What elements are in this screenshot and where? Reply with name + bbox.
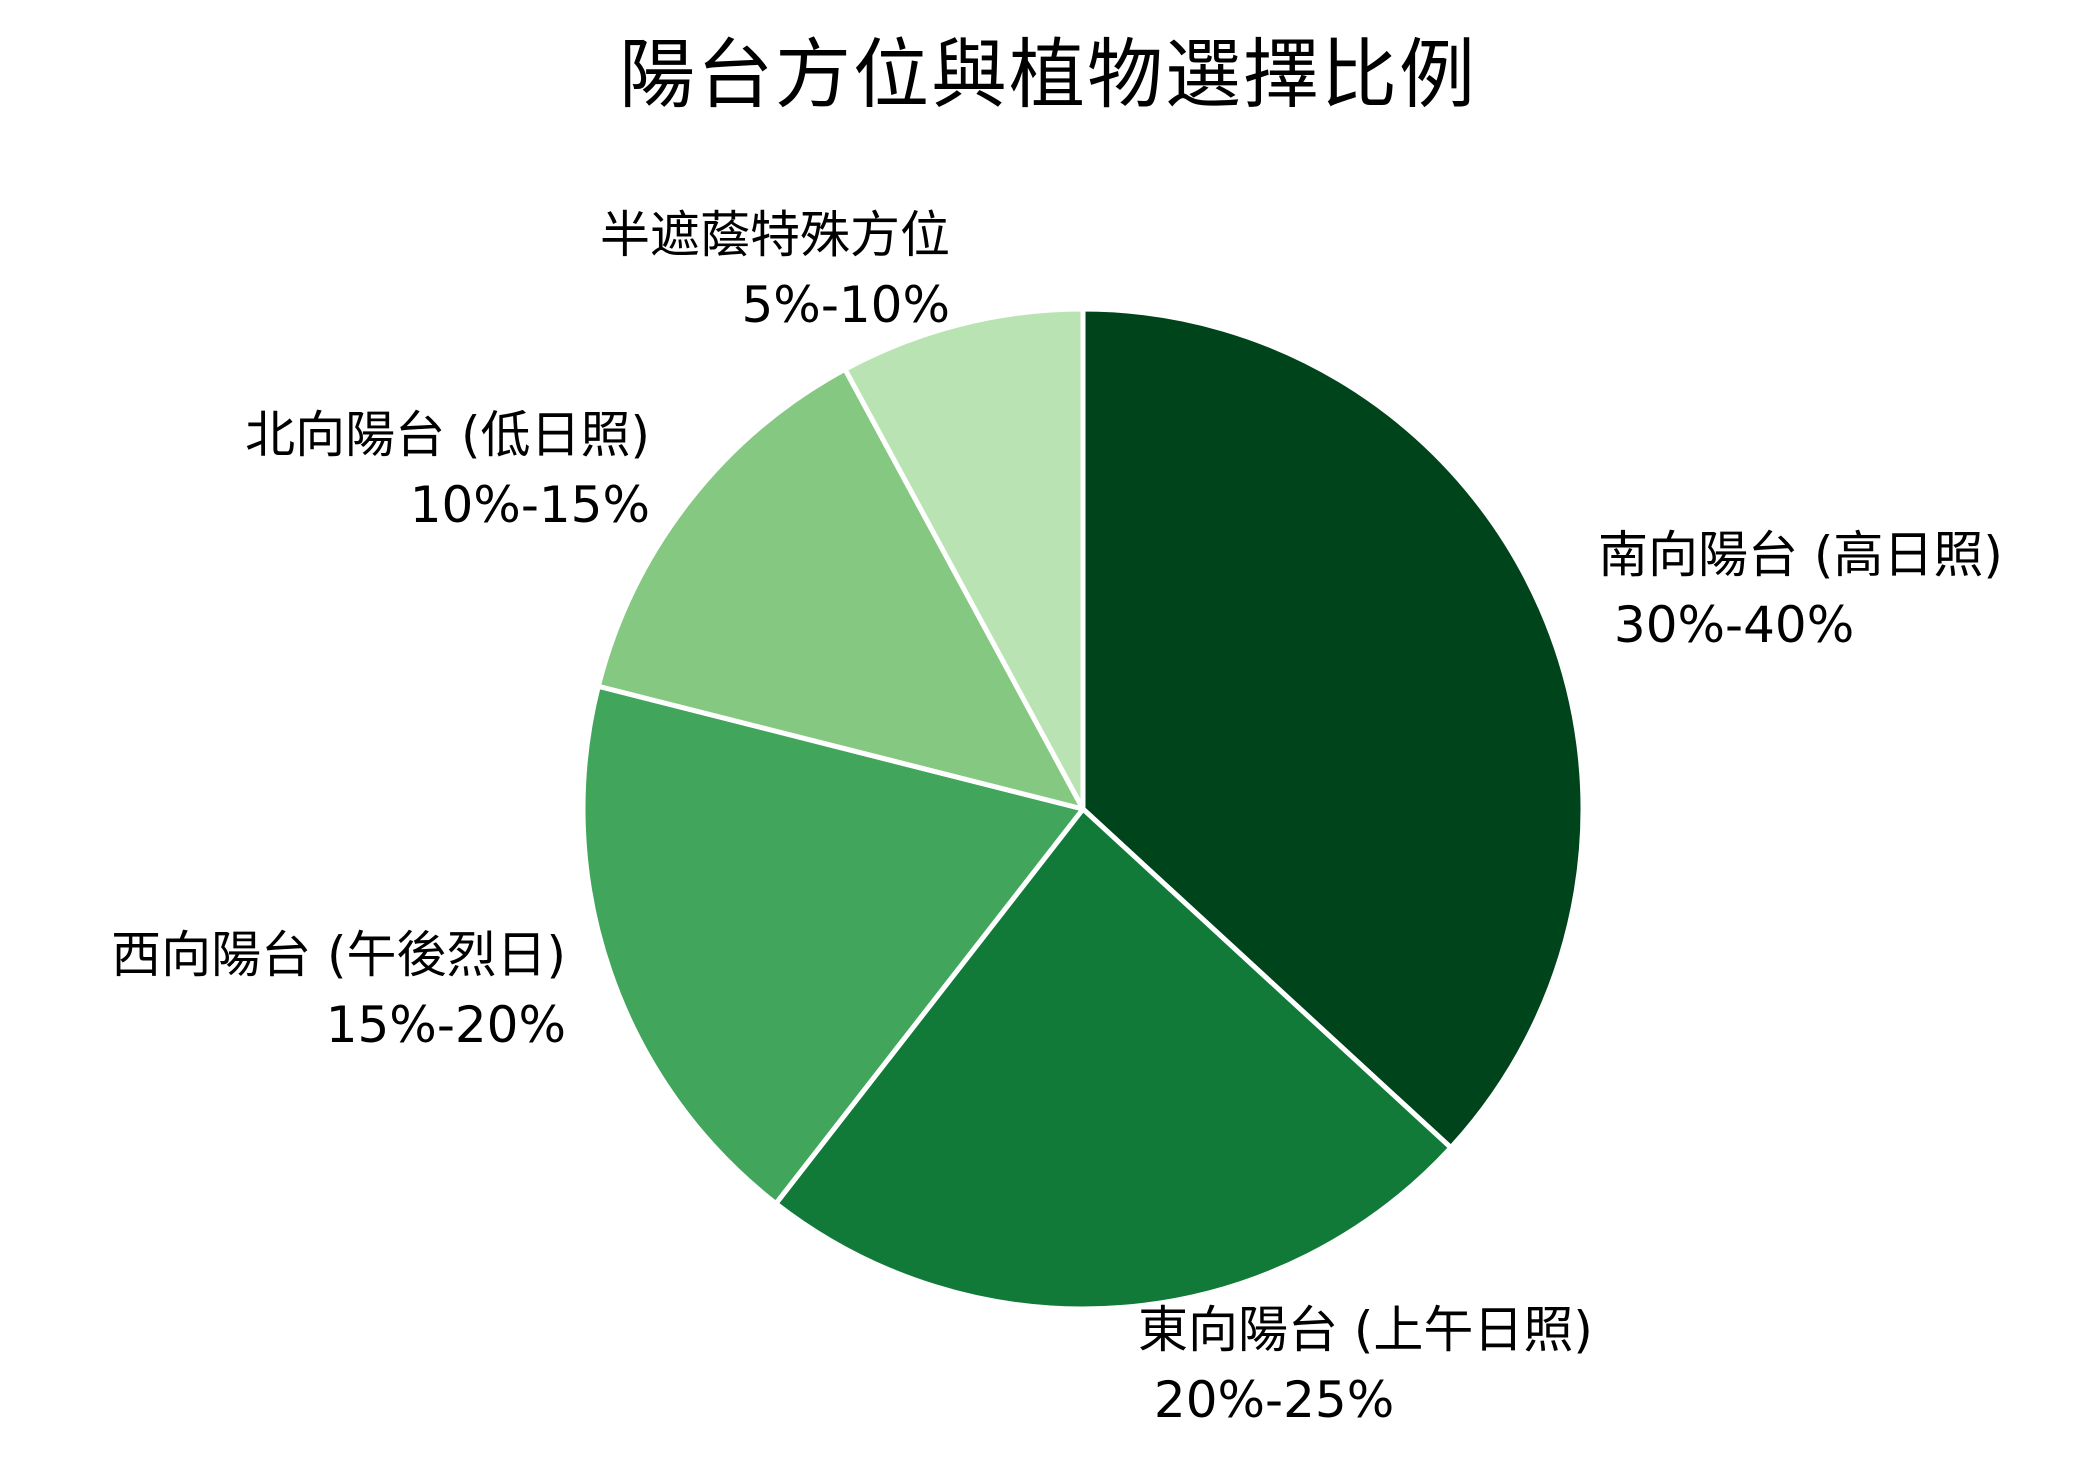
label-south-range: 30%-40% <box>1598 596 1855 654</box>
pie-slice-4 <box>842 306 1086 812</box>
pie-slice-1 <box>773 806 1454 1312</box>
label-south: 南向陽台 (高日照) 30%-40% <box>1598 520 2003 660</box>
label-west: 西向陽台 (午後烈日) 15%-20% <box>111 920 566 1060</box>
label-north-range: 10%-15% <box>409 476 650 534</box>
label-south-name: 南向陽台 (高日照) <box>1598 526 2003 584</box>
chart-title: 陽台方位與植物選擇比例 <box>619 30 1477 119</box>
label-north-name: 北向陽台 (低日照) <box>245 406 650 464</box>
label-west-range: 15%-20% <box>325 996 566 1054</box>
pie-slices <box>580 306 1586 1312</box>
label-semi-name: 半遮蔭特殊方位 <box>600 206 950 264</box>
label-east: 東向陽台 (上午日照) 20%-25% <box>1138 1295 1593 1435</box>
pie-slice-0 <box>1080 306 1586 1151</box>
label-semi-range: 5%-10% <box>741 276 951 334</box>
label-east-name: 東向陽台 (上午日照) <box>1138 1301 1593 1359</box>
label-semi: 半遮蔭特殊方位 5%-10% <box>600 200 950 340</box>
label-north: 北向陽台 (低日照) 10%-15% <box>245 400 650 540</box>
pie-slice-2 <box>580 683 1086 1207</box>
label-west-name: 西向陽台 (午後烈日) <box>111 926 566 984</box>
label-east-range: 20%-25% <box>1138 1371 1395 1429</box>
pie-slice-3 <box>595 366 1086 812</box>
